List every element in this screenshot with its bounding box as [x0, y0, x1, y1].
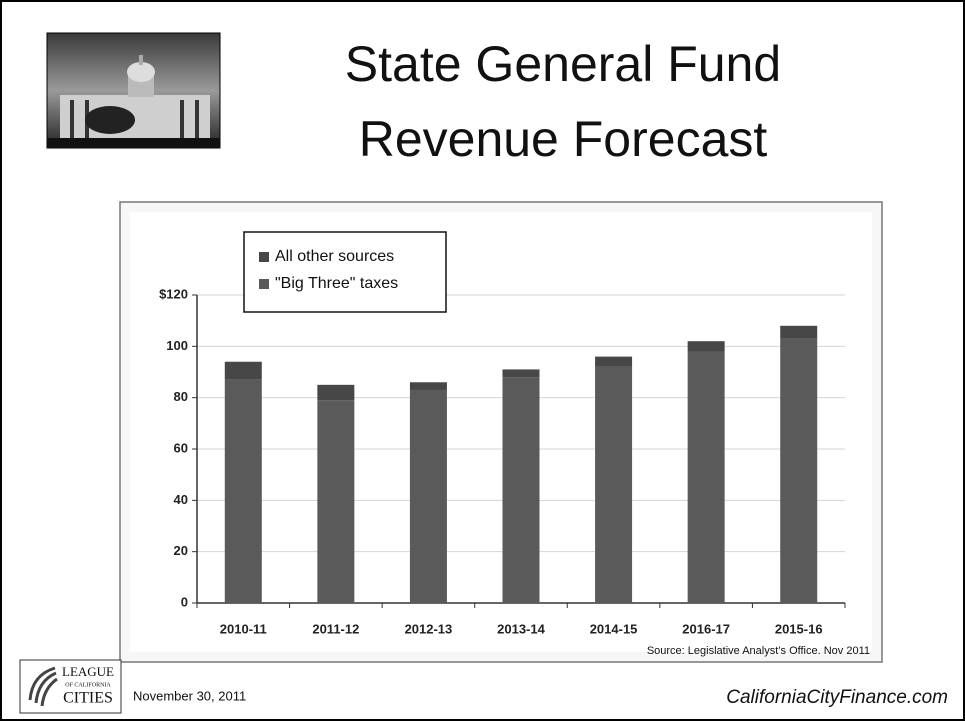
- bar-segment: [595, 366, 633, 603]
- y-tick-label: 0: [181, 594, 188, 609]
- y-tick-label: 40: [174, 492, 188, 507]
- bar-segment: [317, 384, 355, 401]
- y-tick-label: $120: [159, 286, 188, 301]
- bar-segment: [317, 400, 355, 603]
- y-tick-label: 20: [174, 543, 188, 558]
- logo-text: CITIES: [63, 690, 113, 707]
- capitol-photo: [46, 32, 221, 149]
- bar-segment: [780, 338, 818, 603]
- legend-label: "Big Three" taxes: [275, 275, 398, 292]
- legend-label: All other sources: [275, 248, 394, 265]
- x-tick-label: 2016-17: [682, 621, 730, 636]
- x-tick-label: 2011-12: [312, 621, 359, 636]
- logo-text: OF CALIFORNIA: [65, 682, 111, 688]
- x-tick-label: 2014-15: [590, 621, 638, 636]
- y-tick-label: 60: [174, 440, 188, 455]
- bar-segment: [224, 361, 262, 380]
- chart: 0 20 40 60 80 100 $120 2010-11 2011-12 2012-13 201…: [159, 231, 846, 636]
- logo-text: LEAGUE: [62, 664, 114, 679]
- y-tick-label: 100: [166, 338, 188, 353]
- footer-date: November 30, 2011: [133, 688, 246, 703]
- footer-website: CaliforniaCityFinance.com: [726, 687, 948, 708]
- x-tick-label: 2013-14: [497, 621, 545, 636]
- bar-segment: [409, 382, 447, 390]
- y-tick-label: 80: [174, 389, 188, 404]
- title-line: State General Fund: [345, 36, 781, 92]
- x-tick-label: 2015-16: [775, 621, 823, 636]
- bar-segment: [595, 356, 633, 367]
- bar-segment: [502, 369, 540, 378]
- bar-segment: [780, 325, 818, 339]
- legend-box: [243, 231, 447, 313]
- bar-segment: [502, 377, 540, 603]
- bar-segment: [687, 341, 725, 352]
- title-line: Revenue Forecast: [359, 111, 768, 167]
- bar-segment: [687, 351, 725, 603]
- source-note: Source: Legislative Analyst’s Office. No…: [647, 645, 870, 657]
- logo: LEAGUE OF CALIFORNIA CITIES: [19, 659, 122, 714]
- x-tick-label: 2010-11: [220, 621, 267, 636]
- bar-segment: [224, 379, 262, 603]
- x-tick-label: 2012-13: [405, 621, 453, 636]
- legend-swatch: [259, 252, 269, 262]
- bar-segment: [409, 389, 447, 603]
- legend-swatch: [259, 279, 269, 289]
